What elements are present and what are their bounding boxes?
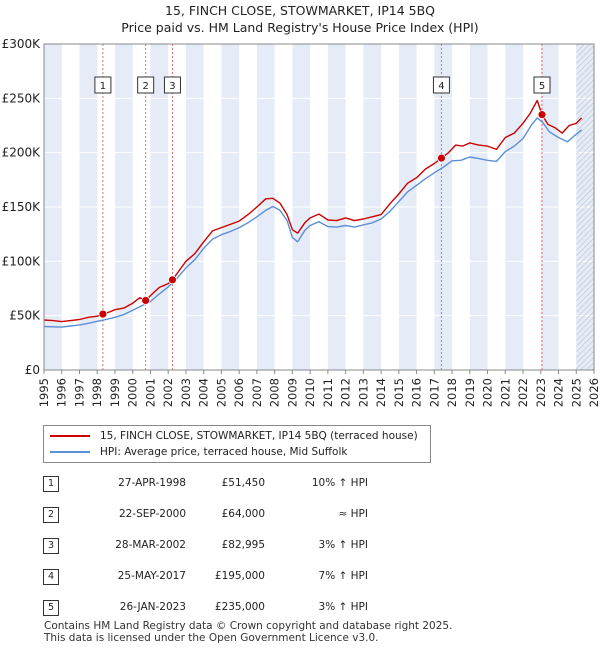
x-tick-label: 2021 [498,378,512,407]
sale-price: £235,000 [214,601,265,613]
x-tick-label: 2009 [285,378,299,407]
sale-row: 2 22-SEP-2000 £64,000 ≈ HPI [0,504,600,526]
y-tick-label: £0 [25,363,40,377]
x-tick-label: 2019 [463,378,477,407]
x-tick-label: 2006 [232,378,246,407]
sale-price: £82,995 [221,539,265,551]
x-tick-label: 2012 [339,378,353,407]
legend: 15, FINCH CLOSE, STOWMARKET, IP14 5BQ (t… [43,425,431,463]
sale-number-label-box [163,76,181,94]
sale-number-box: 5 [43,600,59,616]
property-series-line [43,99,583,323]
x-tick-label: 2007 [250,378,264,407]
y-tick-label: £50K [9,309,41,323]
sale-date: 26-JAN-2023 [119,601,186,613]
future-hatch-area [576,44,594,370]
sale-point [141,296,151,305]
x-tick-label: 2026 [587,378,600,407]
legend-item-property: 15, FINCH CLOSE, STOWMARKET, IP14 5BQ (t… [50,428,418,444]
sale-row: 3 28-MAR-2002 £82,995 3% ↑ HPI [0,535,600,557]
legend-hpi-swatch [50,451,90,453]
sale-hpi-compare: 3% ↑ HPI [318,601,368,613]
x-tick-label: 2011 [321,378,335,407]
legend-property-label: 15, FINCH CLOSE, STOWMARKET, IP14 5BQ (t… [100,430,418,442]
x-tick-label: 2025 [569,378,583,407]
x-tick-label: 2002 [161,378,175,407]
footer-notice: Contains HM Land Registry data © Crown c… [44,620,452,644]
sale-hpi-compare: 10% ↑ HPI [311,477,368,489]
sale-number-label: 2 [142,81,148,92]
sale-number-box: 1 [43,476,59,492]
hpi-series-line [43,117,583,328]
x-tick-label: 2014 [374,378,388,407]
sale-date: 22-SEP-2000 [118,508,186,520]
sale-date: 25-MAY-2017 [117,570,186,582]
sale-date: 28-MAR-2002 [115,539,186,551]
x-tick-label: 2022 [516,378,530,407]
sale-price: £195,000 [214,570,265,582]
sale-number-box: 4 [43,569,59,585]
sale-number-label-box [432,76,450,94]
plot-border [43,43,595,371]
x-tick-label: 2001 [143,378,157,407]
sale-number-label-box [137,76,155,94]
sale-point [537,110,547,120]
x-tick-label: 2004 [197,378,211,407]
sale-row: 5 26-JAN-2023 £235,000 3% ↑ HPI [0,597,600,619]
x-tick-label: 2005 [214,378,228,407]
x-tick-label: 1996 [55,378,69,407]
sale-number-label-box [533,76,551,94]
x-tick-label: 2018 [445,378,459,407]
x-tick-label: 1995 [37,378,51,407]
x-tick-label: 1999 [108,378,122,407]
x-tick-label: 2013 [356,378,370,407]
legend-hpi-label: HPI: Average price, terraced house, Mid … [100,446,348,458]
sale-number-label-box [94,76,112,94]
x-tick-label: 2017 [427,378,441,407]
x-tick-label: 1998 [90,378,104,407]
sale-row: 4 25-MAY-2017 £195,000 7% ↑ HPI [0,566,600,588]
sale-point [98,309,108,319]
sale-point [168,275,177,285]
chart-subtitle: Price paid vs. HM Land Registry's House … [121,20,479,35]
x-tick-label: 1997 [72,378,86,407]
sale-hpi-compare: ≈ HPI [338,508,368,520]
x-tick-label: 2003 [179,378,193,407]
x-tick-label: 2016 [410,378,424,407]
chart-title: 15, FINCH CLOSE, STOWMARKET, IP14 5BQ [165,3,435,18]
legend-item-hpi: HPI: Average price, terraced house, Mid … [50,444,347,460]
y-tick-label: £250K [2,91,42,105]
footer-line-licence: This data is licensed under the Open Gov… [44,632,379,644]
x-tick-label: 2008 [268,378,282,407]
sale-row: 1 27-APR-1998 £51,450 10% ↑ HPI [0,473,600,495]
x-tick-label: 2015 [392,378,406,407]
x-tick-label: 2000 [126,378,140,407]
sale-hpi-compare: 7% ↑ HPI [318,570,368,582]
sale-number-label: 3 [169,81,175,92]
x-tick-label: 2023 [534,378,548,407]
sale-number-box: 3 [43,538,59,554]
y-tick-label: £150K [2,200,42,214]
sale-number-label: 5 [539,81,545,92]
sale-price: £64,000 [221,508,265,520]
sale-number-label: 4 [438,81,444,92]
x-tick-label: 2010 [303,378,317,407]
price-chart: 1 2 3 4 5 £0 £50K £100K £150K £200K £250K £300K 199… [2,37,600,407]
legend-property-swatch [50,435,90,437]
x-tick-label: 2024 [552,378,566,407]
footer-line-copyright: Contains HM Land Registry data © Crown c… [44,620,453,632]
y-tick-label: £100K [2,254,42,268]
sale-number-label: 1 [100,81,106,92]
sale-hpi-compare: 3% ↑ HPI [318,539,368,551]
sale-date: 27-APR-1998 [118,477,186,489]
sale-price: £51,450 [221,477,265,489]
y-tick-label: £200K [2,146,42,160]
y-tick-label: £300K [2,37,42,51]
sale-point [437,153,446,163]
sale-number-box: 2 [43,507,59,523]
x-tick-label: 2020 [481,378,495,407]
